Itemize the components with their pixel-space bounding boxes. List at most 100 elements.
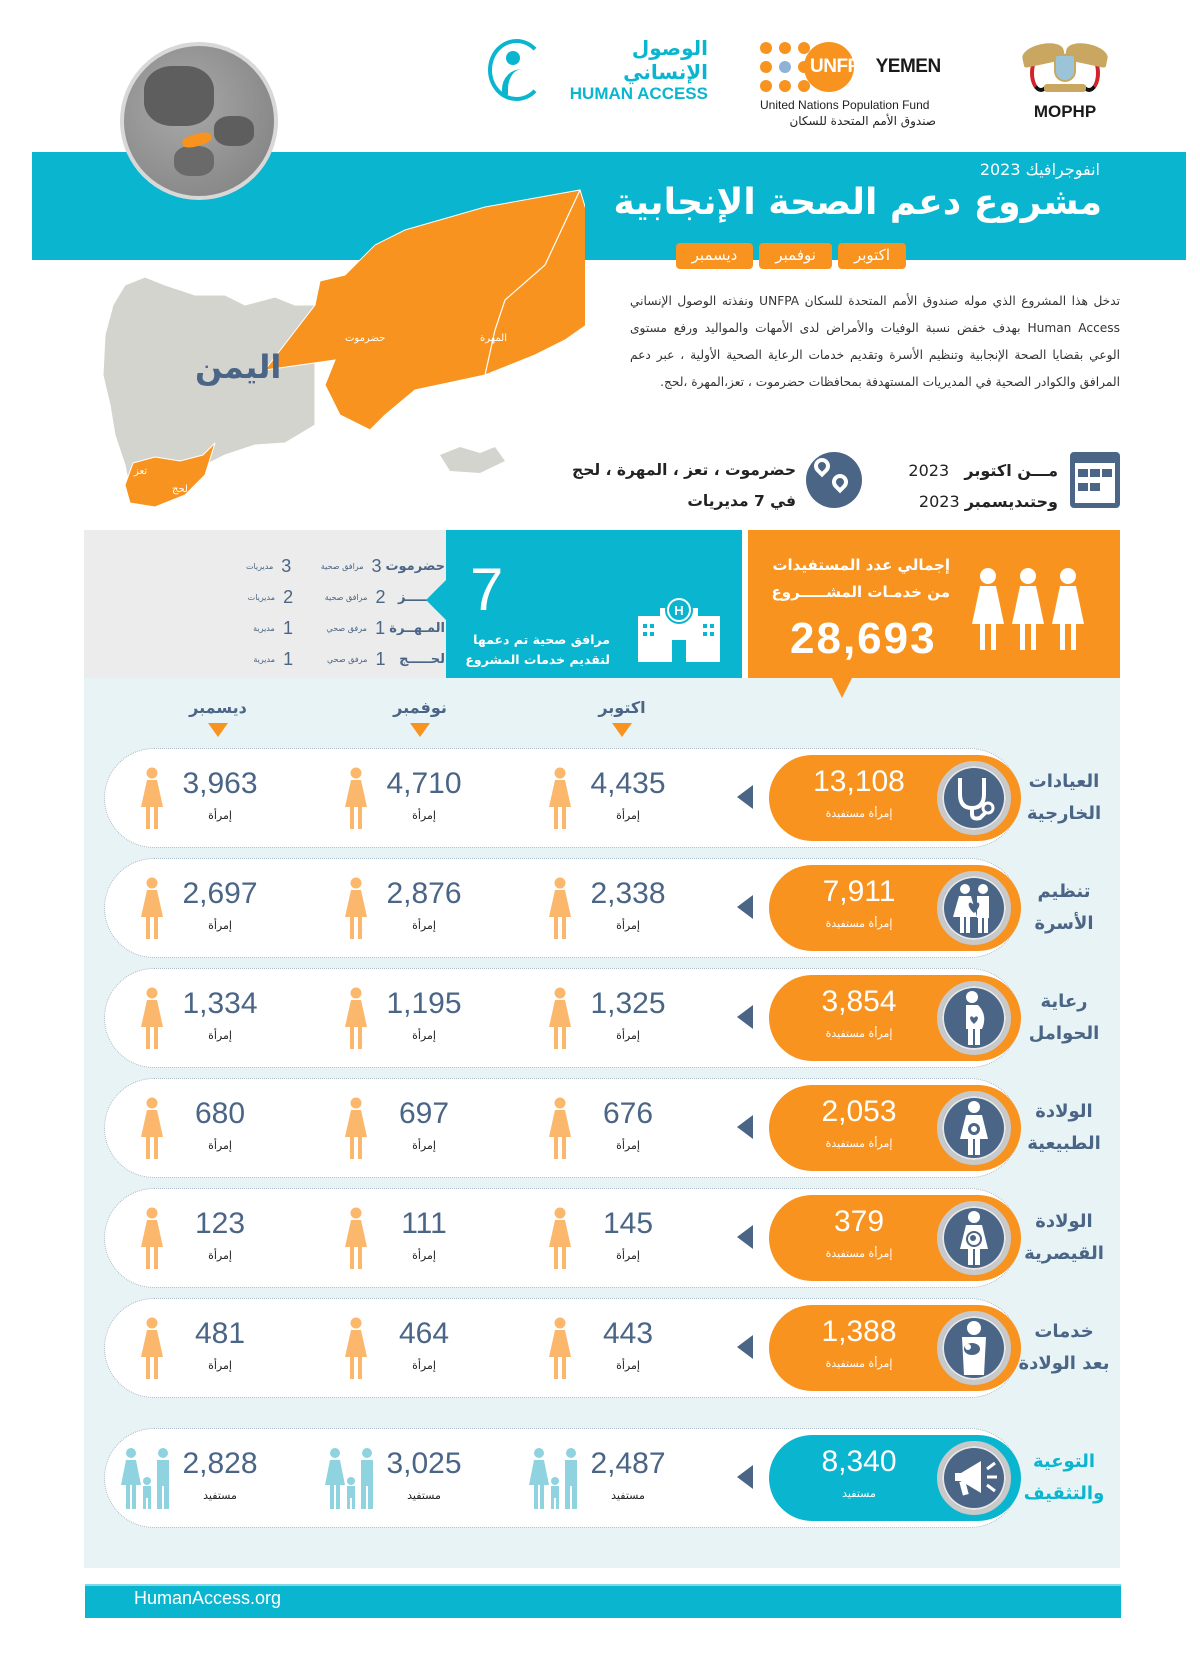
map-label-taiz: تعز bbox=[134, 466, 148, 477]
svg-text:H: H bbox=[674, 603, 683, 618]
family-figure-icon bbox=[121, 1448, 169, 1509]
globe-pins-icon bbox=[806, 452, 862, 508]
service-total-pill: 2,053 إمرأة مستفيدة bbox=[769, 1085, 1021, 1171]
service-total-pill: 1,388 إمرأة مستفيدة bbox=[769, 1305, 1021, 1391]
governorate-row: لحـــــج 1 مرفق صحي 1 مديرية bbox=[253, 649, 445, 669]
facilities-count: 7 bbox=[470, 556, 504, 623]
service-label: الولادة القيصرية bbox=[1024, 1211, 1104, 1264]
service-label: العيادات الخارجية bbox=[1026, 771, 1102, 824]
service-month-value: 2,338 bbox=[590, 877, 666, 910]
service-row: 3,963 إمرأة 4,710 إمرأة 4,435 إمرأة 13,108 إمرأ… bbox=[104, 748, 1021, 848]
unfpa-logo: UNFPA YEMEN United Nations Population Fu… bbox=[760, 42, 960, 132]
natural-birth-icon bbox=[937, 1091, 1011, 1165]
cesarean-birth-icon bbox=[937, 1201, 1011, 1275]
service-month-december: 481 إمرأة bbox=[139, 1313, 299, 1383]
service-total-pill: 3,854 إمرأة مستفيدة bbox=[769, 975, 1021, 1061]
service-month-value: 3,025 bbox=[386, 1447, 462, 1480]
service-row: 123 إمرأة 111 إمرأة 145 إمرأة 379 إمرأة مستفيدة bbox=[104, 1188, 1021, 1288]
month-pill-october: اكتوبر bbox=[837, 243, 906, 269]
woman-figure-icon bbox=[345, 767, 367, 829]
service-month-november: 1,195 إمرأة bbox=[343, 983, 503, 1053]
service-arrow-icon bbox=[737, 1005, 753, 1029]
map-region-taiz-lahj bbox=[124, 442, 216, 508]
calendar-icon bbox=[1070, 452, 1120, 508]
service-month-unit: مستفيد bbox=[611, 1489, 645, 1502]
family-figure-icon bbox=[325, 1448, 373, 1509]
service-month-value: 111 bbox=[401, 1207, 447, 1240]
governorate-row: حضرموت 3 مرافق صحية 3 مديريات bbox=[245, 556, 445, 576]
service-label: التوعية والتثقيف bbox=[1023, 1451, 1105, 1504]
service-month-december: 2,828 مستفيد bbox=[121, 1443, 299, 1513]
governorate-row: المـهــرة 1 مرفق صحي 1 مديرية bbox=[253, 618, 445, 638]
service-row: 2,697 إمرأة 2,876 إمرأة 2,338 إمرأة 7,911 إمرأة… bbox=[104, 858, 1021, 958]
service-month-value: 2,697 bbox=[182, 877, 258, 910]
service-total-caption: إمرأة مستفيدة bbox=[825, 1247, 893, 1260]
service-month-value: 680 bbox=[194, 1097, 246, 1130]
woman-figure-icon bbox=[549, 1097, 571, 1159]
service-month-value: 443 bbox=[602, 1317, 654, 1350]
beneficiaries-total: 28,693 bbox=[790, 614, 937, 663]
service-total-value: 1,388 bbox=[821, 1315, 897, 1348]
human-access-english: HUMAN ACCESS bbox=[569, 84, 708, 103]
service-month-value: 1,334 bbox=[182, 987, 258, 1020]
service-total-caption: إمرأة مستفيدة bbox=[825, 917, 893, 930]
month-pill-november: نوفمبر bbox=[759, 243, 832, 269]
website-link[interactable]: HumanAccess.org bbox=[134, 1588, 282, 1608]
service-month-unit: إمرأة bbox=[616, 809, 640, 822]
woman-figure-icon bbox=[345, 1097, 367, 1159]
page-title: مشروع دعم الصحة الإنجابية bbox=[613, 182, 1102, 223]
service-month-unit: إمرأة bbox=[208, 1359, 232, 1372]
woman-figure-icon bbox=[549, 767, 571, 829]
service-month-unit: مستفيد bbox=[203, 1489, 237, 1502]
family-figure-icon bbox=[529, 1448, 577, 1509]
woman-figure-icon bbox=[345, 1207, 367, 1269]
service-row: 2,828 مستفيد 3,025 مستفيد 2,487 مستفيد 8,340 مس… bbox=[104, 1428, 1021, 1528]
woman-figure-icon bbox=[141, 1207, 163, 1269]
service-row: 1,334 إمرأة 1,195 إمرأة 1,325 إمرأة 3,854 إمرأة… bbox=[104, 968, 1021, 1068]
service-month-october: 676 إمرأة bbox=[547, 1093, 707, 1163]
service-month-november: 2,876 إمرأة bbox=[343, 873, 503, 943]
service-arrow-icon bbox=[737, 895, 753, 919]
woman-figure-icon bbox=[549, 1207, 571, 1269]
facilities-caption: مرافق صحية تم دعمها لتقديم خدمات المشروع bbox=[465, 632, 610, 667]
service-month-value: 3,963 bbox=[182, 767, 258, 800]
family-heart-icon bbox=[937, 871, 1011, 945]
woman-figure-icon bbox=[141, 767, 163, 829]
service-total-caption: إمرأة مستفيدة bbox=[825, 1357, 893, 1370]
service-month-november: 3,025 مستفيد bbox=[325, 1443, 503, 1513]
service-total-value: 13,108 bbox=[813, 765, 905, 798]
service-total-value: 2,053 bbox=[821, 1095, 897, 1128]
map-region-base bbox=[102, 276, 316, 496]
woman-figure-icon bbox=[345, 1317, 367, 1379]
human-access-mark-icon bbox=[488, 39, 546, 101]
service-month-unit: إمرأة bbox=[412, 1359, 436, 1372]
service-total-pill: 8,340 مستفيد bbox=[769, 1435, 1021, 1521]
service-month-november: 111 إمرأة bbox=[343, 1203, 503, 1273]
service-month-unit: إمرأة bbox=[208, 1249, 232, 1262]
service-arrow-icon bbox=[737, 1335, 753, 1359]
map-region-hadramawt bbox=[263, 189, 585, 431]
map-label-mahra: المهرة bbox=[480, 333, 507, 344]
hospital-icon: H bbox=[638, 596, 720, 662]
service-month-unit: إمرأة bbox=[412, 809, 436, 822]
service-total-value: 379 bbox=[833, 1205, 885, 1238]
month-header-october: اكتوبر bbox=[572, 698, 672, 737]
service-arrow-icon bbox=[737, 1465, 753, 1489]
unfpa-circle-icon bbox=[804, 42, 854, 92]
service-month-unit: إمرأة bbox=[412, 1139, 436, 1152]
service-month-unit: إمرأة bbox=[208, 1029, 232, 1042]
map-country-label: اليمن bbox=[195, 348, 282, 386]
woman-figure-icon bbox=[549, 987, 571, 1049]
month-header-november: نوفمبر bbox=[370, 698, 470, 737]
service-month-unit: إمرأة bbox=[616, 1139, 640, 1152]
service-month-october: 1,325 إمرأة bbox=[547, 983, 707, 1053]
woman-figure-icon bbox=[141, 1317, 163, 1379]
three-women-icon bbox=[972, 568, 1084, 650]
service-month-december: 1,334 إمرأة bbox=[139, 983, 299, 1053]
service-total-pill: 379 إمرأة مستفيدة bbox=[769, 1195, 1021, 1281]
service-month-value: 1,195 bbox=[386, 987, 462, 1020]
service-label: خدمات بعد الولادة bbox=[1018, 1321, 1110, 1374]
woman-figure-icon bbox=[549, 877, 571, 939]
service-label: رعاية الحوامل bbox=[1028, 991, 1100, 1044]
service-month-unit: إمرأة bbox=[412, 1249, 436, 1262]
